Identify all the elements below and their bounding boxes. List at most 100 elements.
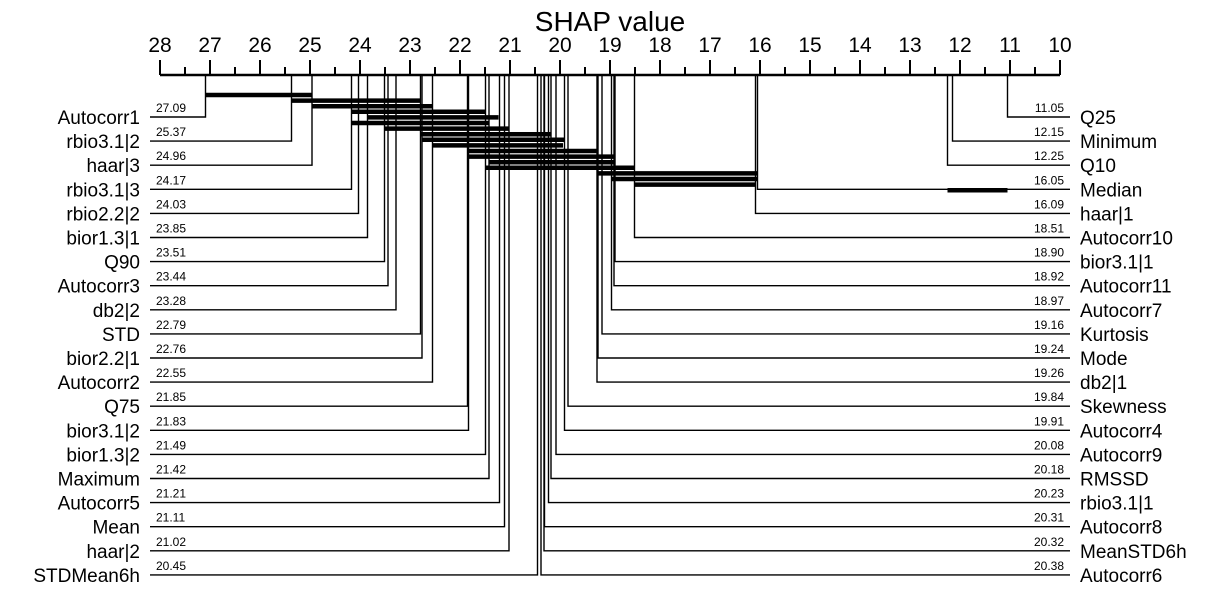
tick-label: 16 [748, 34, 771, 57]
right-item-name: Q10 [1080, 156, 1116, 177]
left-item-value: 21.02 [156, 535, 186, 549]
right-item-name: db2|1 [1080, 373, 1127, 394]
left-item-name: rbio3.1|3 [66, 180, 140, 201]
right-item-line [610, 75, 1070, 311]
right-item-line [601, 75, 1070, 335]
clique-bars [205, 92, 1008, 193]
left-item-value: 24.17 [156, 173, 186, 187]
left-item-line [150, 75, 360, 215]
tick-label: 13 [898, 34, 921, 57]
left-item-name: Autocorr5 [58, 494, 140, 515]
right-item-value: 16.05 [1034, 173, 1064, 187]
right-item-name: Q25 [1080, 108, 1116, 129]
left-item-value: 27.09 [156, 101, 186, 115]
tick-label: 14 [848, 34, 872, 57]
right-item-name: Autocorr11 [1080, 277, 1172, 298]
left-item-name: haar|3 [86, 156, 140, 177]
right-item-line [946, 75, 1070, 166]
right-item-line [555, 75, 1070, 456]
right-item-name: Autocorr10 [1080, 229, 1173, 250]
left-item-name: bior1.3|1 [66, 229, 140, 250]
left-item-value: 23.85 [156, 222, 186, 236]
right-item-value: 19.26 [1034, 366, 1064, 380]
right-item-value: 16.09 [1034, 197, 1064, 211]
left-item-line [150, 75, 539, 576]
left-item-name: bior3.1|2 [66, 421, 140, 442]
right-item-value: 19.84 [1034, 390, 1064, 404]
right-item-line [540, 75, 1070, 576]
left-item-value: 21.85 [156, 390, 186, 404]
left-items: 27.09 Autocorr1 25.37 rbio3.1|2 24.96 haar|3 2… [33, 75, 539, 587]
right-item-value: 18.97 [1034, 294, 1064, 308]
left-item-line [150, 75, 207, 118]
left-item-line [150, 75, 434, 383]
right-item-name: Autocorr8 [1080, 518, 1162, 539]
left-item-line [150, 75, 423, 359]
left-item-value: 23.28 [156, 294, 186, 308]
right-item-name: haar|1 [1080, 204, 1134, 225]
tick-label: 26 [248, 34, 271, 57]
tick-label: 20 [548, 34, 571, 57]
left-item-line [150, 75, 397, 311]
left-item-name: Q90 [104, 253, 140, 274]
right-item-line [754, 75, 1070, 215]
right-item-line [550, 75, 1070, 480]
left-item-line [150, 75, 510, 552]
left-item-name: Q75 [104, 397, 140, 418]
right-item-name: Skewness [1080, 397, 1167, 418]
left-item-line [150, 75, 487, 456]
right-item-line [613, 75, 1070, 287]
right-item-line [543, 75, 1070, 552]
tick-label: 22 [448, 34, 471, 57]
right-item-name: RMSSD [1080, 470, 1149, 491]
left-item-value: 20.45 [156, 559, 186, 573]
right-item-name: rbio3.1|1 [1080, 494, 1154, 515]
right-item-value: 18.92 [1034, 270, 1064, 284]
left-item-name: rbio3.1|2 [66, 132, 140, 153]
right-item-line [1006, 75, 1070, 118]
right-item-name: Minimum [1080, 132, 1157, 153]
right-item-name: Mode [1080, 349, 1128, 370]
right-item-value: 20.31 [1034, 511, 1064, 525]
left-item-name: Mean [92, 518, 140, 539]
left-item-value: 24.03 [156, 197, 186, 211]
left-item-value: 22.55 [156, 366, 186, 380]
right-item-value: 18.51 [1034, 222, 1064, 236]
tick-label: 17 [698, 34, 721, 57]
chart-title: SHAP value [535, 6, 685, 37]
right-item-name: Autocorr9 [1080, 445, 1162, 466]
right-item-value: 20.18 [1034, 463, 1064, 477]
right-item-name: Kurtosis [1080, 325, 1149, 346]
left-item-line [150, 75, 369, 239]
axis: 28 27 26 25 24 23 22 21 20 19 18 17 16 15 14 13 12 11 10 [148, 34, 1072, 77]
right-item-name: Median [1080, 180, 1142, 201]
left-item-name: db2|2 [93, 301, 140, 322]
left-item-name: Maximum [58, 470, 140, 491]
right-item-value: 18.90 [1034, 246, 1064, 260]
left-item-value: 21.42 [156, 463, 186, 477]
left-item-line [150, 75, 313, 166]
tick-label: 28 [148, 34, 171, 57]
right-item-value: 20.23 [1034, 487, 1064, 501]
right-items: 11.05 Q25 12.15 Minimum 12.25 Q10 16.05 Median 1… [540, 75, 1187, 587]
right-item-name: Autocorr6 [1080, 566, 1162, 587]
left-item-name: STD [102, 325, 140, 346]
right-item-line [951, 75, 1070, 142]
tick-label: 24 [348, 34, 372, 57]
left-item-line [150, 75, 386, 263]
right-item-value: 12.15 [1034, 125, 1064, 139]
left-item-name: Autocorr2 [58, 373, 140, 394]
tick-label: 10 [1048, 34, 1071, 57]
right-item-line [543, 75, 1070, 528]
tick-label: 27 [198, 34, 221, 57]
right-item-line [614, 75, 1070, 263]
tick-label: 21 [498, 34, 521, 57]
left-item-name: STDMean6h [33, 566, 140, 587]
left-item-name: rbio2.2|2 [66, 204, 140, 225]
left-item-name: haar|2 [86, 542, 140, 563]
right-item-line [596, 75, 1070, 383]
left-item-line [150, 75, 501, 504]
tick-label: 19 [598, 34, 621, 57]
left-item-line [150, 75, 490, 480]
